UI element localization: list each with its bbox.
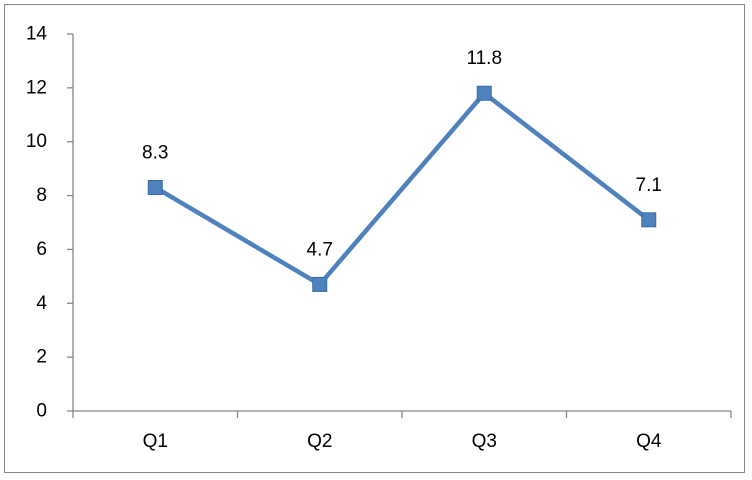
- series-1: 8.3 4.7 11.8 7.1: [142, 48, 662, 291]
- y-tick-label: 14: [26, 24, 48, 45]
- y-tick-label: 12: [26, 77, 47, 98]
- data-point-marker: [148, 180, 162, 194]
- y-tick-label: 10: [26, 131, 47, 152]
- x-tick-label: Q2: [307, 431, 332, 452]
- y-tick-label: 2: [36, 347, 47, 368]
- y-axis: 0 2 4 6 8 10 12 14: [26, 24, 73, 422]
- y-tick-label: 4: [36, 293, 47, 314]
- x-tick-label: Q1: [143, 431, 168, 452]
- y-tick-label: 8: [36, 185, 47, 206]
- x-axis: Q1 Q2 Q3 Q4: [73, 411, 731, 452]
- data-point-marker: [642, 213, 656, 227]
- data-label: 8.3: [142, 142, 168, 163]
- data-point-marker: [477, 86, 491, 100]
- data-label: 7.1: [636, 175, 662, 196]
- series-line: [155, 93, 649, 284]
- data-label: 4.7: [307, 239, 333, 260]
- x-tick-label: Q4: [636, 431, 662, 452]
- x-tick-label: Q3: [472, 431, 497, 452]
- y-tick-label: 6: [36, 239, 47, 260]
- data-label: 11.8: [466, 48, 502, 69]
- y-tick-label: 0: [36, 401, 47, 422]
- data-point-marker: [313, 277, 327, 291]
